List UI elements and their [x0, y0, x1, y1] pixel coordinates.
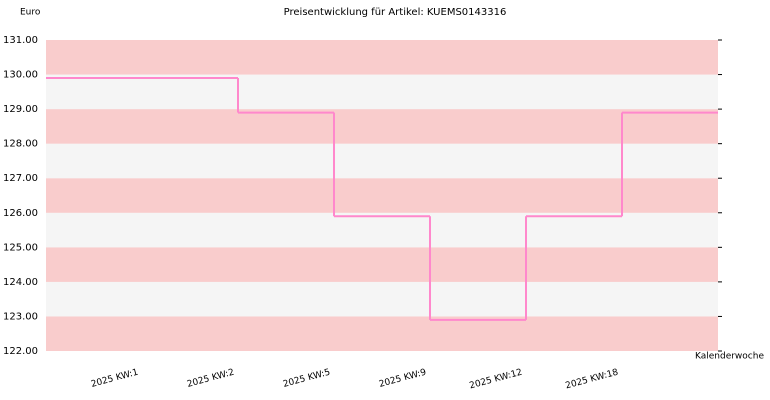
y-tick-label: 129.00 — [3, 104, 38, 115]
y-tick-label: 124.00 — [3, 277, 38, 288]
y-tick-label: 126.00 — [3, 208, 38, 219]
y-axis-label: Euro — [20, 8, 41, 18]
x-tick-label: 2025 KW:9 — [378, 368, 428, 390]
x-tick-label: 2025 KW:2 — [186, 368, 235, 390]
x-tick-label: 2025 KW:1 — [90, 368, 139, 390]
x-tick-label: 2025 KW:12 — [468, 368, 523, 392]
grid-band — [46, 247, 718, 282]
grid-band — [46, 281, 718, 317]
y-tick-label: 125.00 — [3, 242, 38, 253]
y-tick-label: 128.00 — [3, 139, 38, 150]
y-tick-label: 123.00 — [3, 311, 38, 322]
grid-band — [46, 143, 718, 179]
grid-band — [46, 40, 718, 75]
x-tick-label: 2025 KW:18 — [564, 368, 619, 392]
grid-band — [46, 74, 718, 110]
grid-band — [46, 109, 718, 144]
y-tick-label: 122.00 — [3, 346, 38, 357]
x-axis-label: Kalenderwoche — [695, 352, 764, 362]
x-tick-label: 2025 KW:5 — [282, 368, 331, 390]
grid-band — [46, 316, 718, 351]
grid-band — [46, 178, 718, 213]
y-tick-label: 130.00 — [3, 70, 38, 81]
chart-title: Preisentwicklung für Artikel: KUEMS01433… — [284, 7, 507, 18]
grid-band — [46, 212, 718, 248]
y-tick-label: 127.00 — [3, 173, 38, 184]
y-tick-label: 131.00 — [3, 35, 38, 46]
bands — [46, 40, 718, 351]
